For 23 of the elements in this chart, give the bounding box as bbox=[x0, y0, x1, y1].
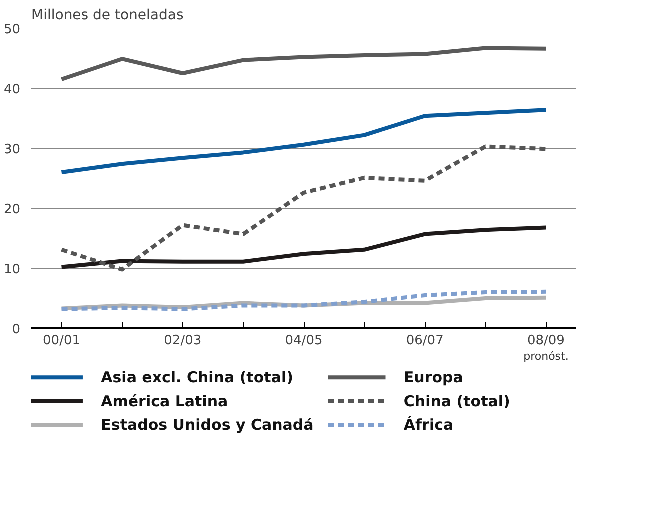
chart-title: Millones de toneladas bbox=[32, 8, 184, 24]
line-series bbox=[60, 144, 548, 272]
line-series bbox=[60, 108, 548, 174]
line-series bbox=[60, 290, 548, 312]
legend-label: América Latina bbox=[101, 392, 228, 410]
x-tick-label: 08/09 bbox=[527, 334, 565, 348]
x-tick-label: 04/05 bbox=[285, 334, 323, 348]
x-tick-label: 06/07 bbox=[406, 334, 444, 348]
legend-label: Europa bbox=[404, 368, 464, 387]
y-tick-label: 10 bbox=[4, 262, 21, 278]
x-tick-label: 00/01 bbox=[43, 334, 81, 348]
y-tick-label: 0 bbox=[12, 322, 21, 338]
legend-label: África bbox=[404, 416, 454, 434]
y-tick-label: 40 bbox=[4, 82, 21, 98]
x-tick-label: 02/03 bbox=[164, 334, 202, 348]
line-series bbox=[60, 226, 548, 270]
legend-label: China (total) bbox=[404, 392, 510, 410]
y-tick-label: 20 bbox=[4, 202, 21, 218]
legend-label: Asia excl. China (total) bbox=[101, 368, 294, 387]
y-tick-label: 30 bbox=[4, 142, 21, 158]
y-tick-label: 50 bbox=[4, 22, 21, 38]
line-series bbox=[60, 46, 548, 82]
legend-label: Estados Unidos y Canadá bbox=[101, 416, 314, 434]
